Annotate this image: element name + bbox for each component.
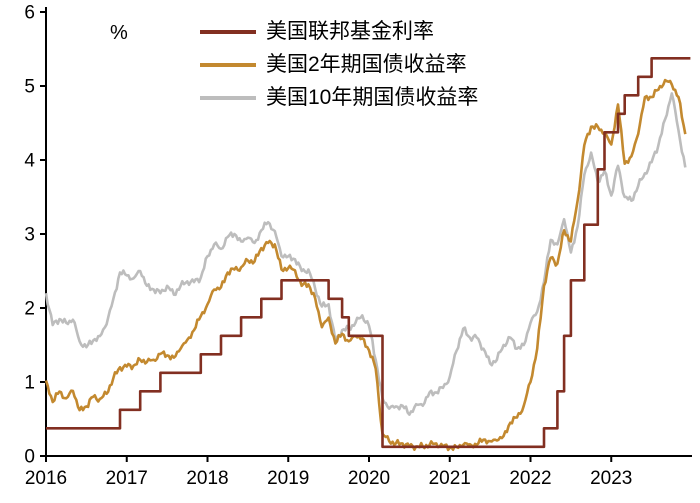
x-tick-label: 2018 <box>186 468 228 489</box>
legend-swatch-us-2y-treasury-yield <box>200 63 256 67</box>
fed-funds-rate-line <box>46 57 691 449</box>
y-tick-label: 3 <box>24 225 35 246</box>
legend-label-us-2y-treasury-yield: 美国2年期国债收益率 <box>266 53 467 76</box>
legend-item-us-10y-treasury-yield: 美国10年期国债收益率 <box>200 86 478 110</box>
legend-item-fed-funds-rate: 美国联邦基金利率 <box>200 20 478 44</box>
x-tick-label: 2023 <box>590 468 632 489</box>
legend-item-us-2y-treasury-yield: 美国2年期国债收益率 <box>200 53 478 77</box>
x-tick-label: 2017 <box>106 468 148 489</box>
x-tick-label: 2021 <box>429 468 471 489</box>
x-tick-label: 2022 <box>509 468 551 489</box>
y-tick-label: 2 <box>24 299 35 320</box>
x-tick-label: 2020 <box>348 468 390 489</box>
us-10y-treasury-yield-line <box>44 92 687 416</box>
x-tick-label: 2016 <box>25 468 67 489</box>
us-2y-treasury-yield-line <box>44 78 687 452</box>
y-tick-label: 6 <box>24 3 35 24</box>
legend-label-fed-funds-rate: 美国联邦基金利率 <box>266 20 434 43</box>
legend-swatch-fed-funds-rate <box>200 30 256 34</box>
y-tick-label: 5 <box>24 77 35 98</box>
y-tick-label: 4 <box>24 151 35 172</box>
y-tick-label: 1 <box>24 373 35 394</box>
y-axis-unit-label: % <box>110 22 128 44</box>
y-tick-label: 0 <box>24 447 35 468</box>
legend-label-us-10y-treasury-yield: 美国10年期国债收益率 <box>266 86 479 109</box>
chart-legend: 美国联邦基金利率 美国2年期国债收益率 美国10年期国债收益率 <box>200 20 478 110</box>
x-tick-label: 2019 <box>267 468 309 489</box>
legend-swatch-us-10y-treasury-yield <box>200 96 256 100</box>
